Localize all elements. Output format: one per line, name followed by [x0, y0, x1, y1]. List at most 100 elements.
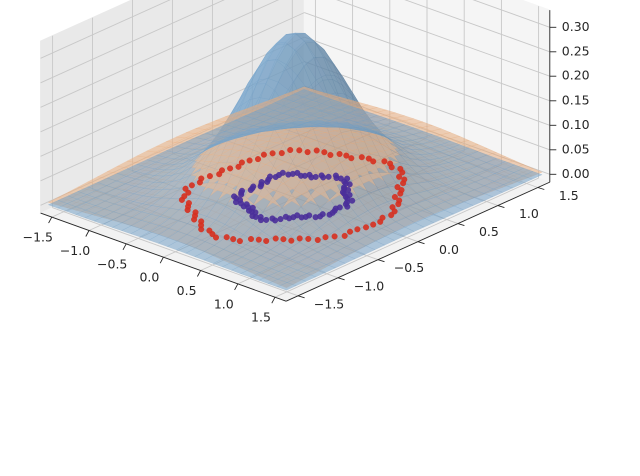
tick-labels: −1.5−1.0−0.50.00.51.01.5−1.5−1.0−0.50.00…: [23, 19, 590, 325]
z-tick-label: 0.25: [562, 43, 590, 58]
grid-line-z-left: [40, 0, 171, 59]
scatter-ring-0-point: [294, 169, 301, 176]
scatter-ring-1-point: [348, 155, 355, 162]
z-tick-label: 0.15: [562, 92, 590, 107]
scatter-ring-1-point: [387, 160, 394, 167]
scatter-ring-0-point: [336, 204, 343, 211]
surface-0-face: [430, 137, 452, 146]
scatter-ring-0-point: [250, 183, 257, 190]
x-tick-label: −1.0: [60, 243, 90, 258]
scatter-ring-0-point: [346, 191, 353, 198]
scatter-ring-1-point: [363, 224, 370, 231]
grid-line-z-left: [40, 0, 225, 84]
x-tick-mark: [48, 216, 53, 224]
scatter-ring-1-point: [198, 175, 205, 182]
scatter-ring-0-point: [344, 175, 351, 182]
scatter-ring-1-point: [287, 146, 294, 153]
scatter-ring-1-point: [181, 193, 188, 200]
scatter-ring-0-point: [267, 173, 274, 180]
surface-0-face: [384, 121, 406, 129]
surface-1-face: [393, 115, 415, 122]
surface-0-face: [494, 161, 516, 170]
surface-0-face: [330, 102, 351, 111]
scatter-ring-1-point: [397, 165, 404, 172]
scatter-ring-1-point: [188, 182, 195, 189]
scatter-ring-1-point: [327, 151, 334, 158]
surface-0-face: [293, 89, 314, 98]
scatter-ring-0-point: [332, 172, 339, 179]
surface-1-face: [375, 109, 397, 116]
x-tick-label: 0.5: [177, 283, 197, 298]
scatter-ring-1-point: [321, 149, 328, 156]
scatter-ring-1-point: [230, 236, 237, 243]
scatter-ring-1-point: [185, 200, 192, 207]
scatter-ring-0-point: [312, 173, 319, 180]
scatter-ring-1-point: [288, 237, 295, 244]
x-tick-label: 0.0: [139, 270, 159, 285]
y-tick-mark: [497, 205, 505, 209]
scatter-ring-0-point: [258, 179, 265, 186]
scatter-ring-1-point: [235, 163, 242, 170]
y-tick-label: 1.5: [559, 188, 579, 203]
grid-line-y-floor: [52, 207, 299, 297]
scatter-ring-1-point: [263, 237, 270, 244]
scatter-ring-1-point: [398, 187, 405, 194]
scatter-ring-0-point: [231, 193, 238, 200]
surface-0-face: [440, 140, 461, 149]
scatter-ring-1-point: [238, 159, 245, 166]
surfaces: [47, 32, 543, 291]
scatter-ring-1-point: [254, 156, 261, 163]
x-tick-mark: [271, 296, 276, 304]
scatter-ring-0-point: [325, 173, 332, 180]
x-tick-mark: [122, 243, 127, 251]
scatter-ring-1-point: [223, 234, 230, 241]
scatter-ring-1-point: [396, 173, 403, 180]
x-tick-mark: [234, 283, 239, 291]
y-tick-mark: [457, 223, 465, 227]
scatter-ring-1-point: [365, 155, 372, 162]
scatter-ring-1-point: [314, 236, 321, 243]
grid-line-z-right: [404, 0, 550, 53]
scatter-ring-0-point: [279, 169, 286, 176]
scatter-ring-0-point: [282, 213, 289, 220]
scatter-ring-1-point: [354, 226, 361, 233]
grid-line-z-right: [336, 0, 550, 77]
y-tick-label: 0.0: [439, 242, 459, 257]
scatter-ring-1-point: [394, 184, 401, 191]
scatter-ring-0-point: [269, 215, 276, 222]
scatter-ring-0-point: [319, 211, 326, 218]
scatter-ring-0-point: [294, 212, 301, 219]
grid-line-z-left: [40, 12, 305, 133]
grid-line-z-left: [40, 36, 305, 157]
scatter-ring-1-point: [304, 149, 311, 156]
scatter-ring-1-point: [381, 158, 388, 165]
scatter-ring-1-point: [358, 154, 365, 161]
y-tick-mark: [377, 259, 385, 263]
x-tick-label: 1.0: [214, 296, 234, 311]
scatter-ring-1-point: [236, 238, 243, 245]
scatter-ring-1-point: [278, 150, 285, 157]
scatter-ring-1-point: [370, 221, 377, 228]
scatter-ring-1-point: [305, 235, 312, 242]
scatter-ring-1-point: [280, 236, 287, 243]
scatter-ring-1-point: [389, 204, 396, 211]
scatter-ring-0-point: [306, 171, 313, 178]
grid-line-z-right: [304, 12, 550, 102]
scatter-ring-0-point: [243, 201, 250, 208]
surface-0-face: [311, 95, 333, 104]
scatter-ring-1-point: [206, 173, 213, 180]
x-tick-label: −0.5: [97, 256, 127, 271]
surface-0-face: [357, 111, 379, 120]
surface-0-face: [348, 108, 369, 117]
scatter-ring-1-point: [401, 176, 408, 183]
scatter-ring-1-point: [391, 193, 398, 200]
x-tick-mark: [159, 256, 164, 264]
x-tick-label: −1.5: [23, 230, 53, 245]
scatter-ring-0-point: [318, 172, 325, 179]
scatter-ring-1-point: [396, 197, 403, 204]
x-tick-label: 1.5: [251, 310, 271, 325]
scatter-ring-0-point: [277, 216, 284, 223]
scatter-ring-1-point: [255, 236, 262, 243]
surface-0-face: [467, 151, 488, 160]
scatter-ring-1-point: [246, 157, 253, 164]
